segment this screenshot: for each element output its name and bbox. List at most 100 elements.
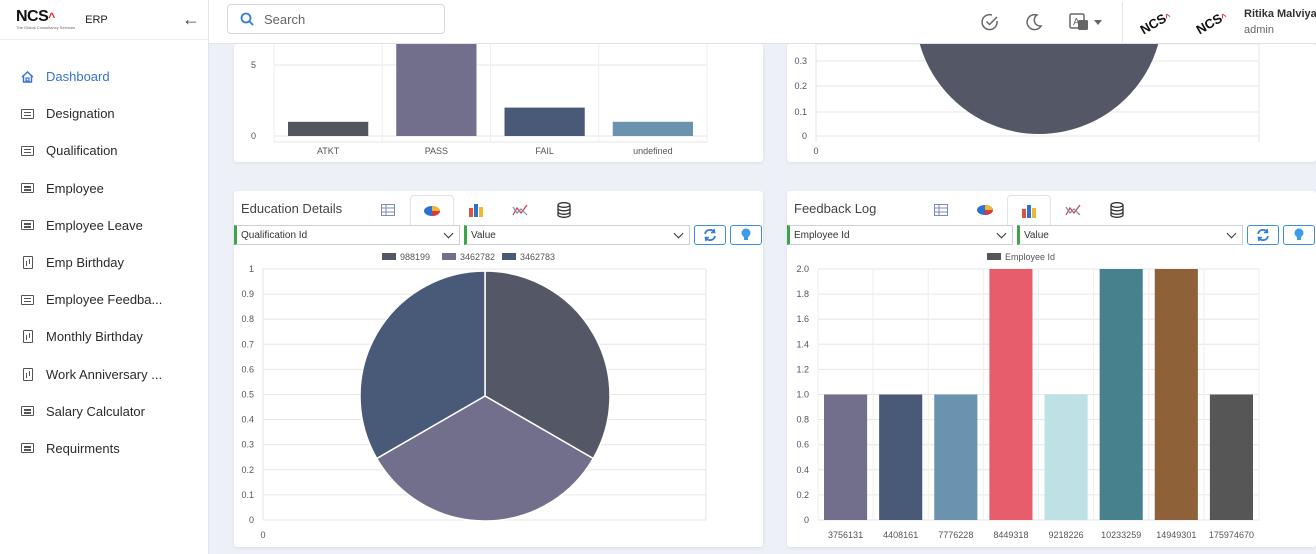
user-info[interactable]: Ritika Malviya admin: [1244, 8, 1316, 36]
x-tick-label: 0: [260, 530, 265, 540]
line-view-icon[interactable]: [498, 195, 542, 225]
pie-view-icon[interactable]: [963, 195, 1007, 225]
value-select[interactable]: Value: [464, 225, 690, 245]
result-chart-card: 0510ATKTPASSFAILundefined: [234, 44, 763, 162]
bar-atkt: [288, 121, 369, 136]
refresh-button[interactable]: [1247, 225, 1279, 245]
y-tick-label: 0.2: [796, 490, 809, 500]
legend-swatch: [502, 253, 516, 260]
search-box[interactable]: [227, 4, 445, 34]
sidebar-item-employee-leave[interactable]: Employee Leave: [0, 207, 208, 244]
education-details-card: Education Details Qualification Id Value…: [234, 191, 763, 547]
legend-swatch: [442, 253, 456, 260]
avatar[interactable]: NCS^: [1193, 9, 1230, 37]
sidebar-item-salary-calculator[interactable]: Salary Calculator: [0, 393, 208, 430]
bar-view-icon[interactable]: [1007, 195, 1051, 225]
y-tick-label: 0.1: [794, 107, 807, 117]
refresh-icon: [704, 228, 716, 242]
pie-slice-988199: [484, 270, 611, 460]
refresh-button[interactable]: [694, 225, 726, 245]
sidebar-item-label: Designation: [46, 106, 115, 122]
list-icon: [20, 108, 35, 120]
lightbulb-icon: [741, 228, 751, 240]
ncs-logo[interactable]: NCS^ The Global Consultancy Services: [16, 8, 76, 30]
user-role: admin: [1244, 24, 1274, 36]
sidebar-item-label: Qualification: [46, 143, 118, 159]
pie-slice-3462783: [359, 270, 486, 460]
result-bar-chart: 0510ATKTPASSFAILundefined: [251, 44, 708, 156]
card-title: Education Details: [241, 200, 343, 216]
x-tick-label: undefined: [633, 146, 673, 156]
y-tick-label: 1.4: [796, 339, 809, 349]
education-pie-chart: 0 0.1 0.2 0.3 0.4 0.5 0.6 0.7 0.8 0.9 1 0 988199 3462…: [241, 252, 707, 540]
y-tick-label: 0.2: [241, 465, 254, 475]
list-icon: [20, 442, 35, 454]
x-tick-label: 3756131: [828, 530, 863, 540]
list-icon: [20, 182, 35, 194]
bar-10233259: [1099, 269, 1143, 520]
sidebar-item-work-anniversary[interactable]: Work Anniversary ...: [0, 356, 208, 393]
pie-slice: [919, 44, 1159, 134]
clipboard-icon: [20, 330, 35, 344]
y-tick-label: 0.5: [241, 390, 254, 400]
insight-button[interactable]: [730, 225, 762, 245]
sidebar-item-dashboard[interactable]: Dashboard: [0, 58, 208, 95]
topbar: A NCS^ NCS^ Ritika Malviya admin: [209, 0, 1316, 44]
sidebar-item-employee-feedba[interactable]: Employee Feedba...: [0, 281, 208, 318]
line-view-icon[interactable]: [1051, 195, 1095, 225]
y-tick-label: 0.3: [241, 440, 254, 450]
sidebar-item-label: Employee: [46, 180, 104, 196]
card-title: Feedback Log: [794, 200, 877, 216]
y-tick-label: 0.7: [241, 339, 254, 349]
sidebar-item-designation[interactable]: Designation: [0, 95, 208, 132]
pie-view-icon[interactable]: [410, 195, 454, 225]
legend-swatch: [987, 253, 1001, 260]
y-tick-label: 0.6: [796, 440, 809, 450]
check-circle-icon[interactable]: [979, 11, 1001, 33]
bar-14949301: [1154, 269, 1198, 520]
x-tick-label: 9218226: [1049, 530, 1084, 540]
database-icon[interactable]: [542, 195, 586, 225]
bar-8449318: [989, 269, 1033, 520]
bar-view-icon[interactable]: [454, 195, 498, 225]
bar-175974670: [1209, 394, 1253, 520]
y-tick-label: 2.0: [796, 264, 809, 274]
table-view-icon[interactable]: [919, 195, 963, 225]
x-tick-label: 4408161: [883, 530, 918, 540]
bar-undefined: [612, 121, 693, 136]
value-select[interactable]: Value: [1017, 225, 1243, 245]
y-tick-label: 1.0: [796, 390, 809, 400]
search-input[interactable]: [264, 11, 414, 27]
y-tick-label: 0: [249, 515, 254, 525]
back-arrow-icon[interactable]: ←: [182, 9, 200, 29]
y-tick-label: 5: [251, 60, 256, 70]
translate-icon[interactable]: A: [1067, 11, 1107, 33]
x-tick-label: 10233259: [1101, 530, 1141, 540]
x-tick-label: 7776228: [938, 530, 973, 540]
y-tick-label: 0.2: [794, 81, 807, 91]
x-tick-label: 0: [813, 146, 818, 156]
y-tick-label: 0.6: [241, 364, 254, 374]
y-tick-label: 0: [804, 515, 809, 525]
qualification-select[interactable]: Qualification Id: [234, 225, 460, 245]
sidebar-nav: Dashboard Designation Qualification Employe…: [0, 40, 208, 467]
employee-id-select[interactable]: Employee Id: [787, 225, 1013, 245]
sidebar-item-requirments[interactable]: Requirments: [0, 430, 208, 467]
table-view-icon[interactable]: [366, 195, 410, 225]
sidebar-item-employee[interactable]: Employee: [0, 170, 208, 207]
sidebar-item-qualification[interactable]: Qualification: [0, 132, 208, 169]
moon-icon[interactable]: [1023, 11, 1045, 33]
bar-fail: [504, 107, 585, 136]
insight-button[interactable]: [1283, 225, 1315, 245]
feedback-log-card: Feedback Log Employee Id Value 0 0.2 0.4 0.…: [787, 191, 1316, 547]
x-tick-label: PASS: [425, 146, 448, 156]
y-tick-label: 0.9: [241, 289, 254, 299]
database-icon[interactable]: [1095, 195, 1139, 225]
sidebar-item-monthly-birthday[interactable]: Monthly Birthday: [0, 318, 208, 355]
list-icon: [20, 405, 35, 417]
sidebar-item-emp-birthday[interactable]: Emp Birthday: [0, 244, 208, 281]
sidebar-item-label: Emp Birthday: [46, 255, 125, 271]
x-tick-label: 175974670: [1209, 530, 1254, 540]
svg-text:A: A: [1073, 17, 1080, 28]
sidebar: NCS^ The Global Consultancy Services ERP…: [0, 0, 209, 554]
